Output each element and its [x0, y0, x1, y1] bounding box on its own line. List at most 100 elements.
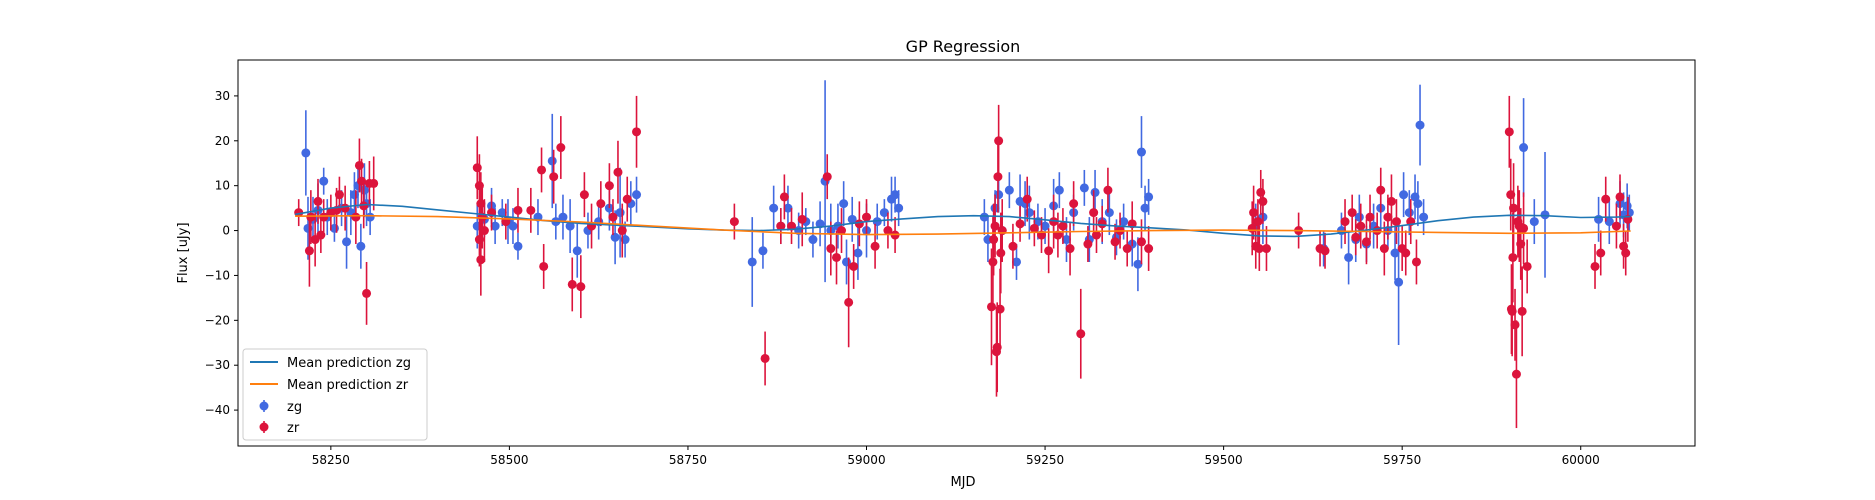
zg-point	[1040, 221, 1050, 231]
zg-point	[1079, 183, 1089, 193]
zg-point	[1404, 208, 1414, 218]
zr-point	[1029, 223, 1039, 233]
plot-frame	[237, 59, 1696, 447]
y-axis-label: Flux [uJy]	[176, 222, 191, 283]
zr-point	[556, 143, 566, 153]
zr-point	[472, 163, 482, 173]
zg-point	[1024, 208, 1034, 218]
zr-point	[304, 246, 314, 256]
zr-point	[1519, 223, 1529, 233]
zg-point	[839, 199, 849, 209]
zr-point	[313, 196, 323, 206]
legend-label-mean-zr: Mean prediction zr	[287, 378, 409, 393]
zr-point	[862, 212, 872, 222]
x-tick-label-6: 59750	[1383, 453, 1421, 467]
zr-point	[1320, 246, 1330, 256]
zg-point	[513, 241, 523, 251]
line-mean-prediction-zr	[295, 214, 1631, 236]
series-zg	[301, 80, 1634, 346]
legend-label-mean-zg: Mean prediction zg	[287, 356, 411, 371]
zg-point	[783, 203, 793, 213]
zr-point	[1254, 244, 1264, 254]
zr-point	[513, 205, 523, 215]
zr-point	[1361, 237, 1371, 247]
zg-point	[1604, 217, 1614, 227]
zr-point	[1379, 244, 1389, 254]
zg-point	[1413, 199, 1423, 209]
zg-point	[1529, 217, 1539, 227]
zr-point	[1089, 208, 1099, 218]
y-tick-label-5: 10	[215, 179, 230, 193]
zr-point	[567, 279, 577, 289]
y-tick-label-7: 30	[215, 89, 230, 103]
zr-point	[1411, 257, 1421, 267]
zr-point	[844, 297, 854, 307]
x-tick-label-2: 58750	[669, 453, 707, 467]
legend-marker-zr	[259, 421, 269, 433]
zg-point	[301, 148, 311, 158]
zr-point	[1097, 219, 1107, 229]
zg-point	[356, 241, 366, 251]
zg-point	[1624, 208, 1634, 218]
zr-point	[576, 282, 586, 292]
zr-point	[1351, 232, 1361, 242]
zr-point	[354, 160, 364, 170]
zr-point	[632, 127, 642, 137]
zg-point	[558, 212, 568, 222]
zr-point	[883, 226, 893, 236]
x-axis-label: MJD	[950, 475, 975, 490]
zr-point	[1510, 320, 1520, 330]
zr-point	[351, 212, 361, 222]
zr-point	[729, 217, 739, 227]
zr-point	[622, 194, 632, 204]
zr-point	[832, 252, 842, 262]
zr-point	[1144, 244, 1154, 254]
zr-point	[526, 205, 536, 215]
zr-point	[990, 221, 1000, 231]
y-tick-label-6: 20	[215, 134, 230, 148]
zr-point	[1517, 306, 1527, 316]
zr-point	[854, 219, 864, 229]
zr-point	[1103, 185, 1113, 195]
zr-point	[1347, 208, 1357, 218]
y-tick-label-4: 0	[222, 224, 230, 238]
zr-point	[996, 248, 1006, 258]
zg-point	[1054, 185, 1064, 195]
zr-point	[1253, 217, 1263, 227]
line-mean-prediction-zg	[294, 203, 1631, 238]
zg-point	[1104, 208, 1114, 218]
zr-point	[1136, 237, 1146, 247]
zr-point	[1015, 219, 1025, 229]
zg-point	[1419, 212, 1429, 222]
zr-point	[362, 288, 372, 298]
zg-point	[758, 246, 768, 256]
zr-point	[613, 167, 623, 177]
zg-point	[1344, 252, 1354, 262]
legend: Mean prediction zg Mean prediction zr zg…	[242, 348, 428, 441]
zr-point	[1249, 208, 1259, 218]
zr-point	[369, 178, 379, 188]
zr-point	[1122, 244, 1132, 254]
zr-point	[1615, 192, 1625, 202]
zr-point	[604, 181, 614, 191]
zr-point	[1356, 221, 1366, 231]
zr-point	[995, 304, 1005, 314]
zg-point	[1004, 185, 1014, 195]
zg-point	[1119, 217, 1129, 227]
zg-point	[349, 190, 359, 200]
zr-point	[319, 212, 329, 222]
zr-point	[1065, 244, 1075, 254]
zr-point	[1365, 212, 1375, 222]
zr-point	[1508, 252, 1518, 262]
zr-point	[1256, 187, 1266, 197]
zr-point	[994, 136, 1004, 146]
zr-point	[1083, 239, 1093, 249]
y-tick-label-2: −20	[205, 313, 230, 327]
x-tick-label-1: 58500	[490, 453, 528, 467]
legend-point	[259, 401, 269, 411]
zg-point	[497, 208, 507, 218]
zg-point	[1540, 210, 1550, 220]
zr-point	[849, 261, 859, 271]
zr-point	[1340, 217, 1350, 227]
zr-point	[479, 226, 489, 236]
